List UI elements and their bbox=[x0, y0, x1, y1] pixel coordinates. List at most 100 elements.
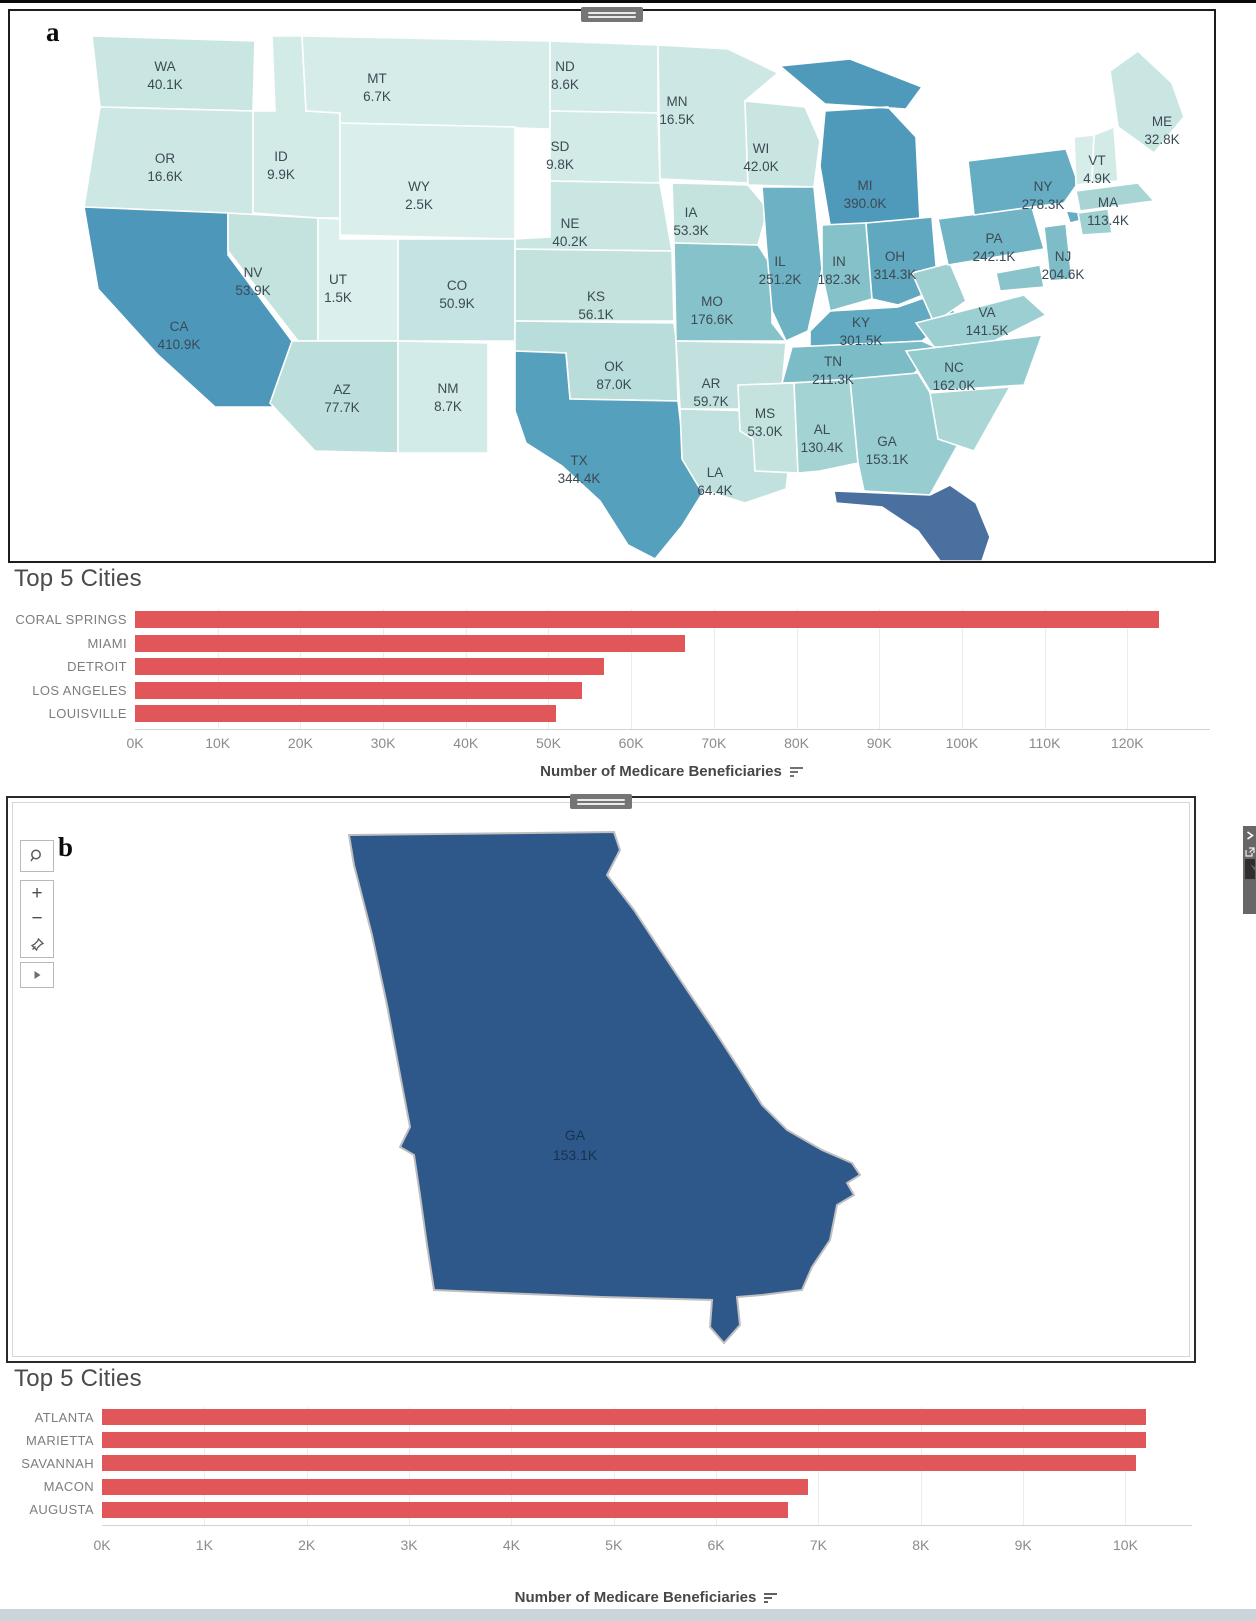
x-axis-tick-label: 8K bbox=[912, 1537, 930, 1553]
state-shape-vt[interactable] bbox=[1073, 134, 1095, 186]
bar-row-label: SAVANNAH bbox=[21, 1455, 94, 1471]
drag-handle[interactable] bbox=[570, 794, 632, 809]
bar-miami[interactable] bbox=[135, 634, 685, 652]
x-axis-tick-label: 100K bbox=[945, 735, 979, 751]
x-axis-tick-label: 4K bbox=[502, 1537, 520, 1553]
georgia-map-panel: b + − GA 153.1K bbox=[6, 794, 1196, 1363]
state-shape-wi[interactable] bbox=[744, 100, 821, 188]
map-zoom-controls: + − bbox=[20, 880, 54, 958]
x-axis-tick-label: 10K bbox=[1113, 1537, 1138, 1553]
state-shape-ga-detail[interactable] bbox=[347, 830, 862, 1345]
figure-label-a: a bbox=[46, 17, 60, 47]
state-shape-mt[interactable] bbox=[301, 35, 551, 130]
bar-detroit[interactable] bbox=[135, 658, 604, 676]
bar-macon[interactable] bbox=[102, 1478, 809, 1495]
sort-icon[interactable] bbox=[789, 766, 805, 778]
state-shape-sc[interactable] bbox=[929, 386, 1012, 452]
bar-marietta[interactable] bbox=[102, 1432, 1146, 1449]
search-icon bbox=[30, 849, 41, 862]
zoom-in-button[interactable]: + bbox=[21, 881, 53, 906]
pin-button[interactable] bbox=[21, 932, 53, 957]
map-controls-expand-button[interactable] bbox=[20, 962, 54, 988]
bar-savannah[interactable] bbox=[102, 1455, 1136, 1472]
bar-row-label: MARIETTA bbox=[26, 1432, 94, 1448]
state-shape-sd[interactable] bbox=[549, 110, 661, 184]
x-axis-tick-label: 0K bbox=[93, 1537, 111, 1553]
gridline bbox=[1127, 609, 1129, 729]
state-shape-pa[interactable] bbox=[937, 206, 1046, 266]
state-shape-ma[interactable] bbox=[1075, 182, 1156, 212]
x-axis-tick-label: 3K bbox=[400, 1537, 418, 1553]
x-axis-title-text: Number of Medicare Beneficiaries bbox=[514, 1589, 757, 1606]
state-shape-al[interactable] bbox=[793, 378, 859, 474]
state-shape-nj[interactable] bbox=[1043, 223, 1073, 282]
state-shape-nc[interactable] bbox=[904, 334, 1044, 392]
sort-icon[interactable] bbox=[763, 1592, 779, 1604]
state-shape-co[interactable] bbox=[397, 238, 516, 342]
state-shape-tx[interactable] bbox=[514, 350, 716, 561]
state-shape-wv[interactable] bbox=[910, 262, 967, 325]
bar-los-angeles[interactable] bbox=[135, 681, 583, 699]
x-axis-tick-label: 6K bbox=[707, 1537, 725, 1553]
drag-handle[interactable] bbox=[581, 7, 643, 22]
x-axis-tick-label: 30K bbox=[370, 735, 396, 751]
x-axis-tick-label: 110K bbox=[1028, 735, 1061, 751]
state-shape-fl[interactable] bbox=[833, 484, 991, 561]
state-shape-ks[interactable] bbox=[514, 248, 675, 322]
bottom-scrollbar-band[interactable] bbox=[0, 1609, 1256, 1621]
flag-icon[interactable] bbox=[1244, 859, 1255, 879]
play-icon bbox=[34, 971, 41, 979]
gridline bbox=[879, 609, 881, 729]
bar-row-label: LOS ANGELES bbox=[32, 682, 127, 698]
export-icon[interactable] bbox=[1244, 847, 1255, 857]
map-search-button[interactable] bbox=[20, 840, 54, 872]
state-shape-ne[interactable] bbox=[514, 180, 673, 252]
x-axis-tick-label: 120K bbox=[1110, 735, 1144, 751]
x-axis-line bbox=[102, 1525, 1192, 1526]
state-shape-nh[interactable] bbox=[1091, 125, 1119, 184]
state-shape-ct[interactable] bbox=[1077, 208, 1113, 236]
x-axis-tick-label: 60K bbox=[618, 735, 644, 751]
top5-cities-chart-ga: Top 5 Cities Number of Medicare Benefici… bbox=[0, 1365, 1256, 1617]
state-shape-nd[interactable] bbox=[549, 40, 659, 114]
state-shape-nm[interactable] bbox=[397, 340, 489, 454]
chevron-icon[interactable] bbox=[1245, 830, 1255, 840]
pin-icon bbox=[30, 937, 44, 951]
bar-louisville[interactable] bbox=[135, 705, 556, 723]
bar-coral-springs[interactable] bbox=[135, 611, 1159, 628]
gridline bbox=[713, 609, 715, 729]
bar-row-label: ATLANTA bbox=[34, 1409, 94, 1425]
state-shape-wa[interactable] bbox=[91, 35, 256, 112]
gridline bbox=[796, 609, 798, 729]
zoom-out-icon: − bbox=[31, 908, 43, 930]
x-axis-tick-label: 40K bbox=[453, 735, 479, 751]
us-map-panel: a WA 40.1K OR 16.6K CA 410.9K NV 53.9K ID 9.9K MT 6… bbox=[8, 7, 1216, 563]
state-shape-wy[interactable] bbox=[339, 122, 516, 240]
x-axis-tick-label: 1K bbox=[195, 1537, 213, 1553]
view-toolbar-strip bbox=[1243, 826, 1256, 914]
top5-cities-chart-us: Top 5 Cities Number of Medicare Benefici… bbox=[0, 565, 1256, 797]
state-shape-md[interactable] bbox=[995, 264, 1045, 292]
bar-augusta[interactable] bbox=[102, 1501, 788, 1518]
x-axis-tick-label: 7K bbox=[809, 1537, 827, 1553]
bar-atlanta[interactable] bbox=[102, 1409, 1146, 1425]
zoom-out-button[interactable]: − bbox=[21, 906, 53, 931]
state-shape-ia[interactable] bbox=[671, 182, 769, 246]
state-shape-az[interactable] bbox=[269, 340, 399, 454]
state-shape-il[interactable] bbox=[761, 186, 823, 343]
state-shape-me[interactable] bbox=[1109, 49, 1185, 155]
x-axis-tick-label: 90K bbox=[866, 735, 892, 751]
state-shape-va[interactable] bbox=[914, 294, 1048, 348]
x-axis-tick-label: 2K bbox=[298, 1537, 316, 1553]
chart-title: Top 5 Cities bbox=[14, 1365, 142, 1392]
state-label-ga-detail: GA 153.1K bbox=[553, 1127, 598, 1163]
gridline bbox=[961, 609, 963, 729]
x-axis-tick-label: 5K bbox=[605, 1537, 623, 1553]
x-axis-line bbox=[135, 729, 1210, 730]
state-shape-or[interactable] bbox=[83, 106, 254, 217]
x-axis-tick-label: 20K bbox=[287, 735, 313, 751]
gridline bbox=[631, 609, 633, 729]
state-shape-in[interactable] bbox=[821, 222, 873, 313]
x-axis-tick-label: 70K bbox=[701, 735, 727, 751]
